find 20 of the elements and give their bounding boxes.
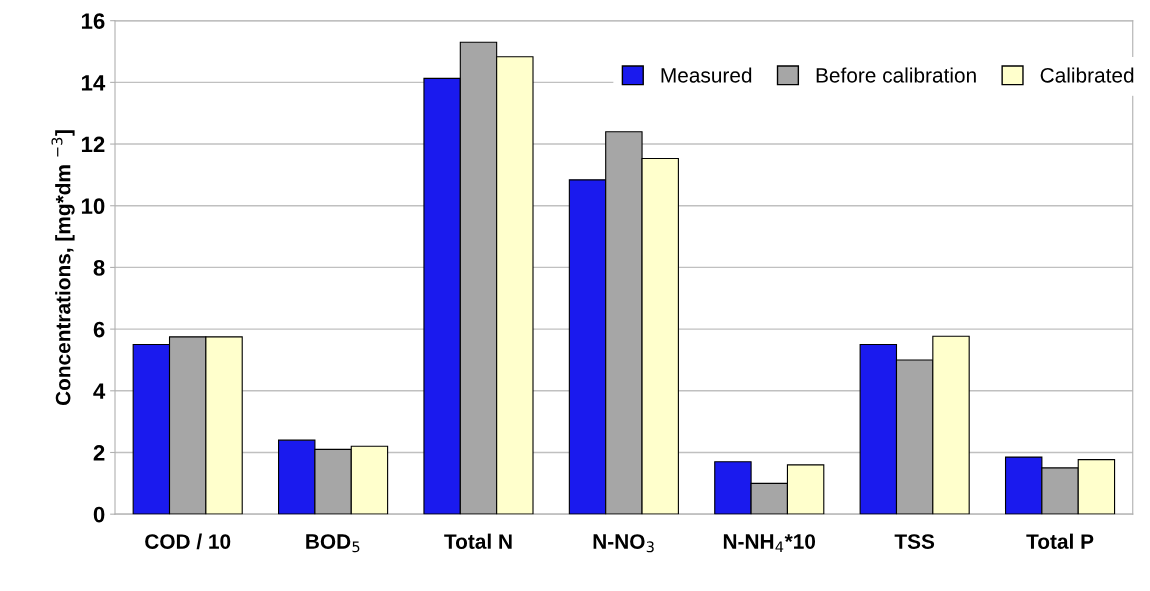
legend-label: Calibrated (1040, 67, 1134, 83)
y-tick-label: 14 (81, 75, 106, 91)
y-tick-label: 6 (93, 321, 105, 338)
y-tick-label: 0 (93, 506, 105, 523)
legend-label: Measured (661, 67, 752, 83)
x-tick-label: TSS (894, 534, 935, 549)
x-tick-label: N-NO$_{3}$ (593, 534, 654, 553)
x-tick-label: Total N (444, 533, 512, 549)
y-tick-label: 4 (93, 383, 106, 399)
y-tick-label: 8 (93, 259, 105, 276)
x-tick-label: N-NH$_{4}$*10 (723, 534, 816, 553)
y-tick-label: 2 (93, 445, 105, 461)
legend-label: Before calibration (816, 67, 976, 83)
x-tick-label: Total P (1026, 533, 1094, 549)
y-tick-label: 12 (81, 136, 105, 153)
x-tick-label: COD / 10 (145, 533, 231, 550)
y-tick-label: 10 (81, 198, 105, 215)
x-tick-label: BOD$_{5}$ (306, 534, 360, 553)
y-tick-label: 16 (81, 13, 105, 29)
y-axis-title: Concentrations, [mg*dm $^{−3}$] (51, 130, 75, 406)
